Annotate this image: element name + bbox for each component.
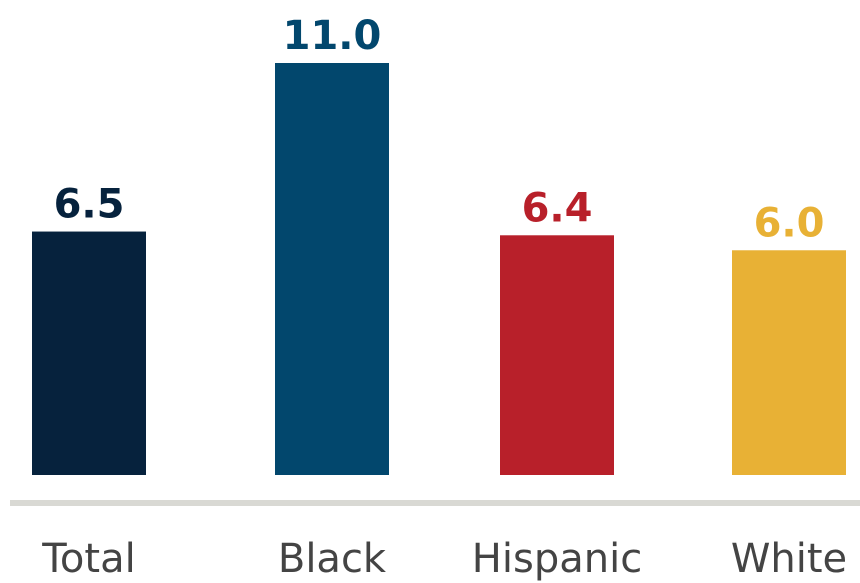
value-label-white: 6.0: [754, 200, 825, 246]
value-labels-group: 6.5 11.0 6.4 6.0: [54, 13, 825, 246]
category-label-white: White: [731, 536, 847, 582]
bars-group: [32, 63, 846, 475]
category-label-black: Black: [278, 536, 387, 582]
bar-black: [275, 63, 389, 475]
value-label-total: 6.5: [54, 182, 125, 228]
value-label-hispanic: 6.4: [522, 185, 593, 231]
category-labels-group: Total Black Hispanic White: [41, 536, 847, 582]
category-label-total: Total: [41, 536, 135, 582]
bar-hispanic: [500, 235, 614, 475]
bar-white: [732, 250, 846, 475]
value-label-black: 11.0: [283, 13, 382, 59]
category-label-hispanic: Hispanic: [472, 536, 642, 582]
bar-total: [32, 231, 146, 475]
